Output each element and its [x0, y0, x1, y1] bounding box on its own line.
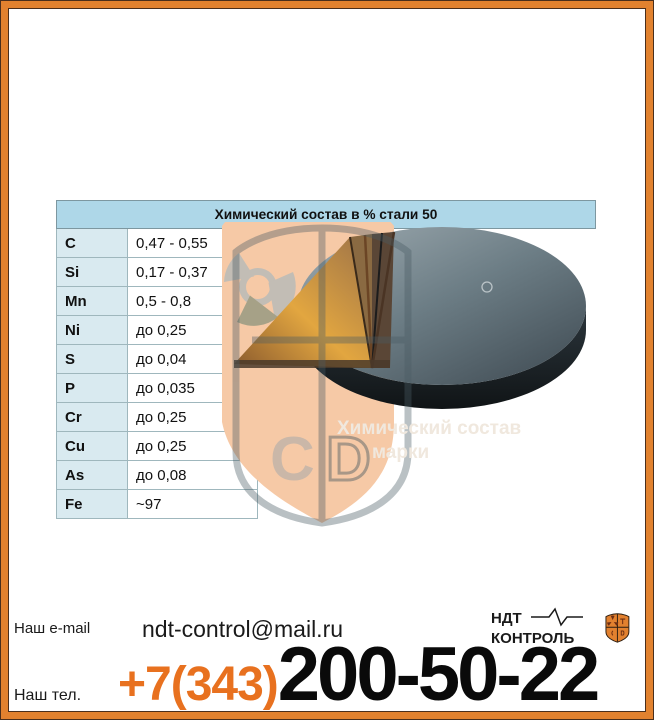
svg-text:C: C — [270, 425, 315, 494]
svg-text:марки: марки — [372, 442, 429, 463]
svg-text:НДТ: НДТ — [491, 610, 522, 627]
svg-text:Химический состав: Химический состав — [337, 418, 521, 439]
